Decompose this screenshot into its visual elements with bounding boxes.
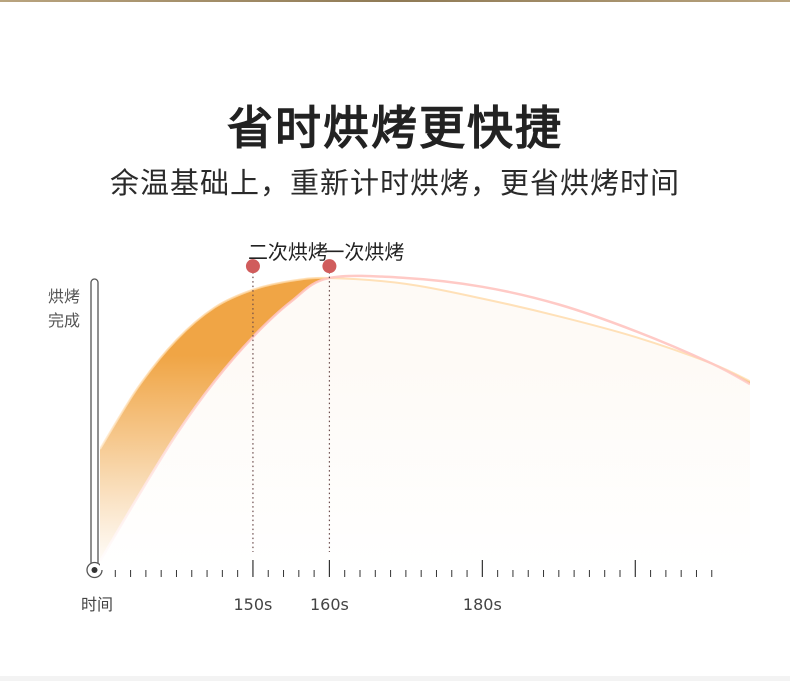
y-axis-bar bbox=[90, 278, 99, 569]
page-subtitle: 余温基础上，重新计时烘烤，更省烘烤时间 bbox=[109, 166, 680, 200]
plot-bottom-fade bbox=[100, 240, 750, 570]
axis-origin-dot bbox=[91, 567, 98, 573]
x-tick-label: 160s bbox=[310, 595, 349, 614]
x-axis-label: 时间 bbox=[81, 595, 113, 614]
top-decor-strip bbox=[0, 0, 790, 2]
y-axis-label-line-2: 完成 bbox=[48, 311, 80, 330]
annotation-marker bbox=[245, 259, 260, 274]
annotation-label: 二次烘烤 bbox=[248, 240, 328, 264]
bottom-decor-strip bbox=[0, 676, 790, 681]
annotation-label: 一次烘烤 bbox=[324, 240, 404, 264]
page-title: 省时烘烤更快捷 bbox=[227, 101, 563, 155]
x-axis: 150s 160s 180s bbox=[114, 560, 713, 614]
y-axis-label-line-1: 烘烤 bbox=[48, 287, 80, 306]
x-tick-label: 150s bbox=[234, 595, 273, 614]
annotation-marker bbox=[322, 259, 337, 274]
x-tick-label: 180s bbox=[463, 595, 502, 614]
